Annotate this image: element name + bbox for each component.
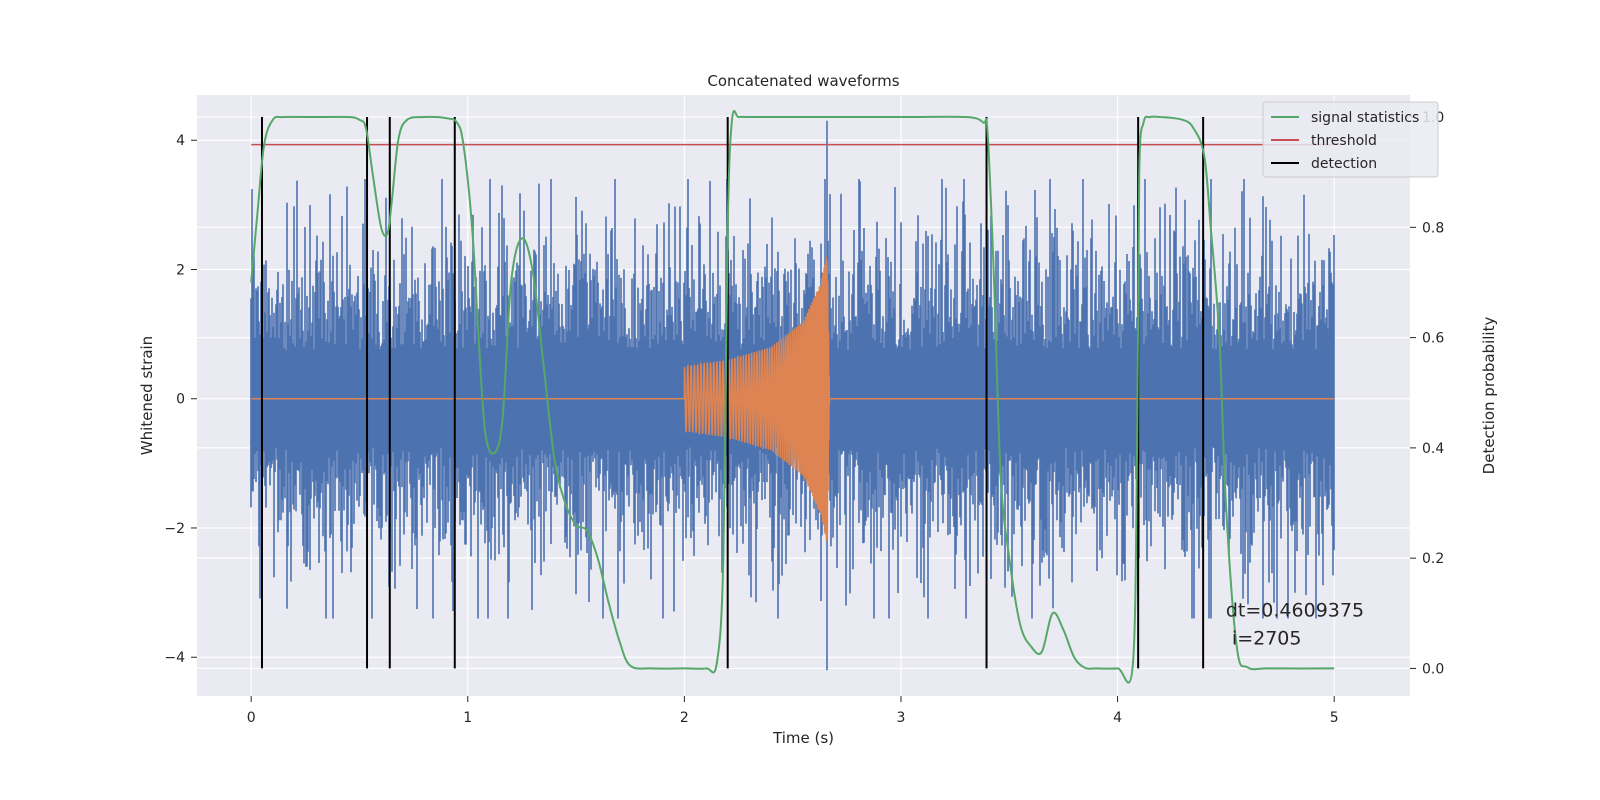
- annotation-dt: dt=0.4609375: [1226, 599, 1364, 621]
- legend-label: signal statistics: [1311, 110, 1419, 126]
- legend-box: [1262, 101, 1439, 178]
- chart-title: Concatenated waveforms: [707, 72, 899, 90]
- x-tick-label: 2: [680, 710, 689, 726]
- y-tick-label: −2: [164, 521, 185, 537]
- y-right-tick-label: 0.0: [1422, 661, 1444, 677]
- template-line: [251, 256, 1335, 541]
- y-right-tick-label: 0.4: [1422, 441, 1444, 457]
- annotation-index: i=2705: [1226, 627, 1302, 649]
- y-axis-right-label: Detection probability: [1480, 317, 1498, 475]
- x-axis: 0 1 2 3 4 5: [247, 696, 1339, 726]
- legend-label: threshold: [1311, 133, 1377, 149]
- x-tick-label: 3: [897, 710, 906, 726]
- y-right-tick-label: 0.6: [1422, 331, 1444, 347]
- signal-statistics-series: [250, 109, 1335, 684]
- y-tick-label: 2: [176, 262, 185, 278]
- y-tick-label: 4: [176, 133, 185, 149]
- x-axis-label: Time (s): [772, 729, 834, 747]
- x-tick-label: 4: [1113, 710, 1122, 726]
- y-tick-label: 0: [176, 392, 185, 408]
- legend: signal statistics threshold detection: [1262, 101, 1439, 178]
- y-tick-label: −4: [164, 650, 185, 666]
- y-axis-right: 0.00.20.40.60.81.0: [1410, 110, 1444, 677]
- x-tick-label: 5: [1330, 710, 1339, 726]
- y-axis-label: Whitened strain: [138, 336, 156, 455]
- legend-label: detection: [1311, 156, 1377, 172]
- signal-statistics-line: [250, 109, 1335, 684]
- y-right-tick-label: 0.8: [1422, 220, 1444, 236]
- x-tick-label: 1: [463, 710, 472, 726]
- y-right-tick-label: 0.2: [1422, 551, 1444, 567]
- template-series: [251, 256, 1335, 541]
- x-tick-label: 0: [247, 710, 256, 726]
- y-axis-left: −4 −2 0 2 4: [164, 133, 197, 666]
